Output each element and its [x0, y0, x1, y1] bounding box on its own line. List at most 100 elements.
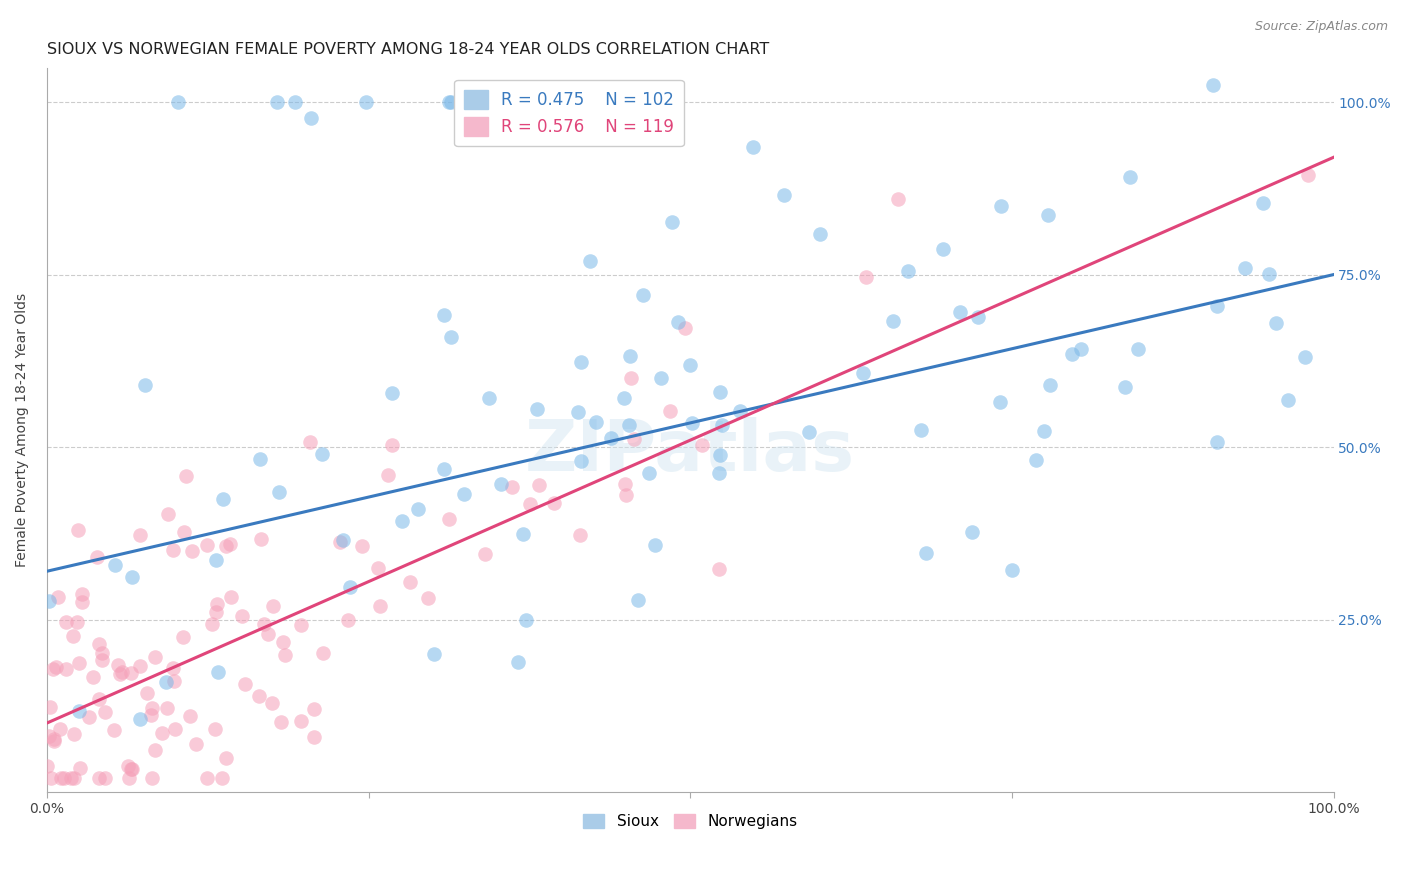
Point: [302, 730, 325, 744]
Point: [66, 524, 89, 538]
Point: [709, 448, 731, 462]
Point: [215, 540, 238, 554]
Point: [90, 647, 112, 661]
Point: [990, 395, 1012, 409]
Point: [1128, 342, 1150, 356]
Point: [174, 469, 197, 483]
Point: [143, 649, 166, 664]
Point: [270, 714, 292, 729]
Point: [150, 725, 173, 739]
Point: [93, 705, 115, 719]
Point: [107, 657, 129, 672]
Point: [1296, 169, 1319, 183]
Point: [167, 95, 190, 110]
Point: [370, 599, 392, 613]
Point: [852, 366, 875, 380]
Point: [631, 288, 654, 302]
Point: [49, 722, 72, 736]
Point: [72, 587, 94, 601]
Point: [155, 675, 177, 690]
Point: [141, 771, 163, 785]
Point: [181, 544, 204, 558]
Point: [329, 534, 352, 549]
Point: [437, 512, 460, 526]
Legend: Sioux, Norwegians: Sioux, Norwegians: [576, 808, 804, 835]
Point: [614, 488, 637, 502]
Point: [855, 269, 877, 284]
Point: [612, 391, 634, 405]
Point: [231, 608, 253, 623]
Point: [104, 558, 127, 572]
Point: [886, 192, 908, 206]
Point: [44, 731, 66, 746]
Point: [128, 658, 150, 673]
Point: [931, 243, 953, 257]
Point: [253, 617, 276, 632]
Text: Source: ZipAtlas.com: Source: ZipAtlas.com: [1254, 20, 1388, 33]
Point: [579, 254, 602, 268]
Point: [422, 647, 444, 661]
Point: [87, 692, 110, 706]
Point: [519, 497, 541, 511]
Point: [569, 454, 592, 468]
Point: [568, 528, 591, 542]
Point: [108, 667, 131, 681]
Point: [897, 264, 920, 278]
Point: [619, 349, 641, 363]
Point: [121, 570, 143, 584]
Point: [302, 702, 325, 716]
Point: [247, 689, 270, 703]
Point: [179, 709, 201, 723]
Point: [67, 704, 90, 718]
Point: [211, 771, 233, 785]
Point: [628, 101, 651, 115]
Point: [339, 581, 361, 595]
Point: [1118, 169, 1140, 184]
Point: [453, 486, 475, 500]
Point: [45, 660, 67, 674]
Point: [233, 677, 256, 691]
Point: [87, 771, 110, 785]
Point: [103, 723, 125, 737]
Point: [89, 637, 111, 651]
Point: [39, 771, 62, 785]
Point: [79, 709, 101, 723]
Point: [1277, 393, 1299, 408]
Point: [433, 309, 456, 323]
Point: [195, 538, 218, 552]
Point: [59, 771, 82, 785]
Y-axis label: Female Poverty Among 18-24 Year Olds: Female Poverty Among 18-24 Year Olds: [15, 293, 30, 567]
Point: [117, 759, 139, 773]
Point: [86, 550, 108, 565]
Point: [728, 404, 751, 418]
Point: [515, 613, 537, 627]
Point: [41, 662, 63, 676]
Point: [93, 771, 115, 785]
Point: [298, 435, 321, 450]
Point: [82, 670, 104, 684]
Point: [284, 95, 307, 110]
Point: [512, 527, 534, 541]
Point: [966, 310, 988, 325]
Point: [707, 561, 730, 575]
Text: SIOUX VS NORWEGIAN FEMALE POVERTY AMONG 18-24 YEAR OLDS CORRELATION CHART: SIOUX VS NORWEGIAN FEMALE POVERTY AMONG …: [46, 42, 769, 57]
Point: [165, 723, 187, 737]
Point: [207, 665, 229, 679]
Point: [440, 330, 463, 344]
Point: [650, 371, 672, 385]
Point: [121, 762, 143, 776]
Point: [489, 476, 512, 491]
Point: [90, 653, 112, 667]
Point: [644, 538, 666, 552]
Point: [266, 95, 288, 110]
Point: [70, 595, 93, 609]
Point: [271, 635, 294, 649]
Point: [623, 432, 645, 446]
Point: [381, 386, 404, 401]
Point: [204, 722, 226, 736]
Point: [63, 727, 86, 741]
Point: [1038, 208, 1060, 222]
Point: [162, 660, 184, 674]
Point: [352, 540, 374, 554]
Point: [416, 591, 439, 606]
